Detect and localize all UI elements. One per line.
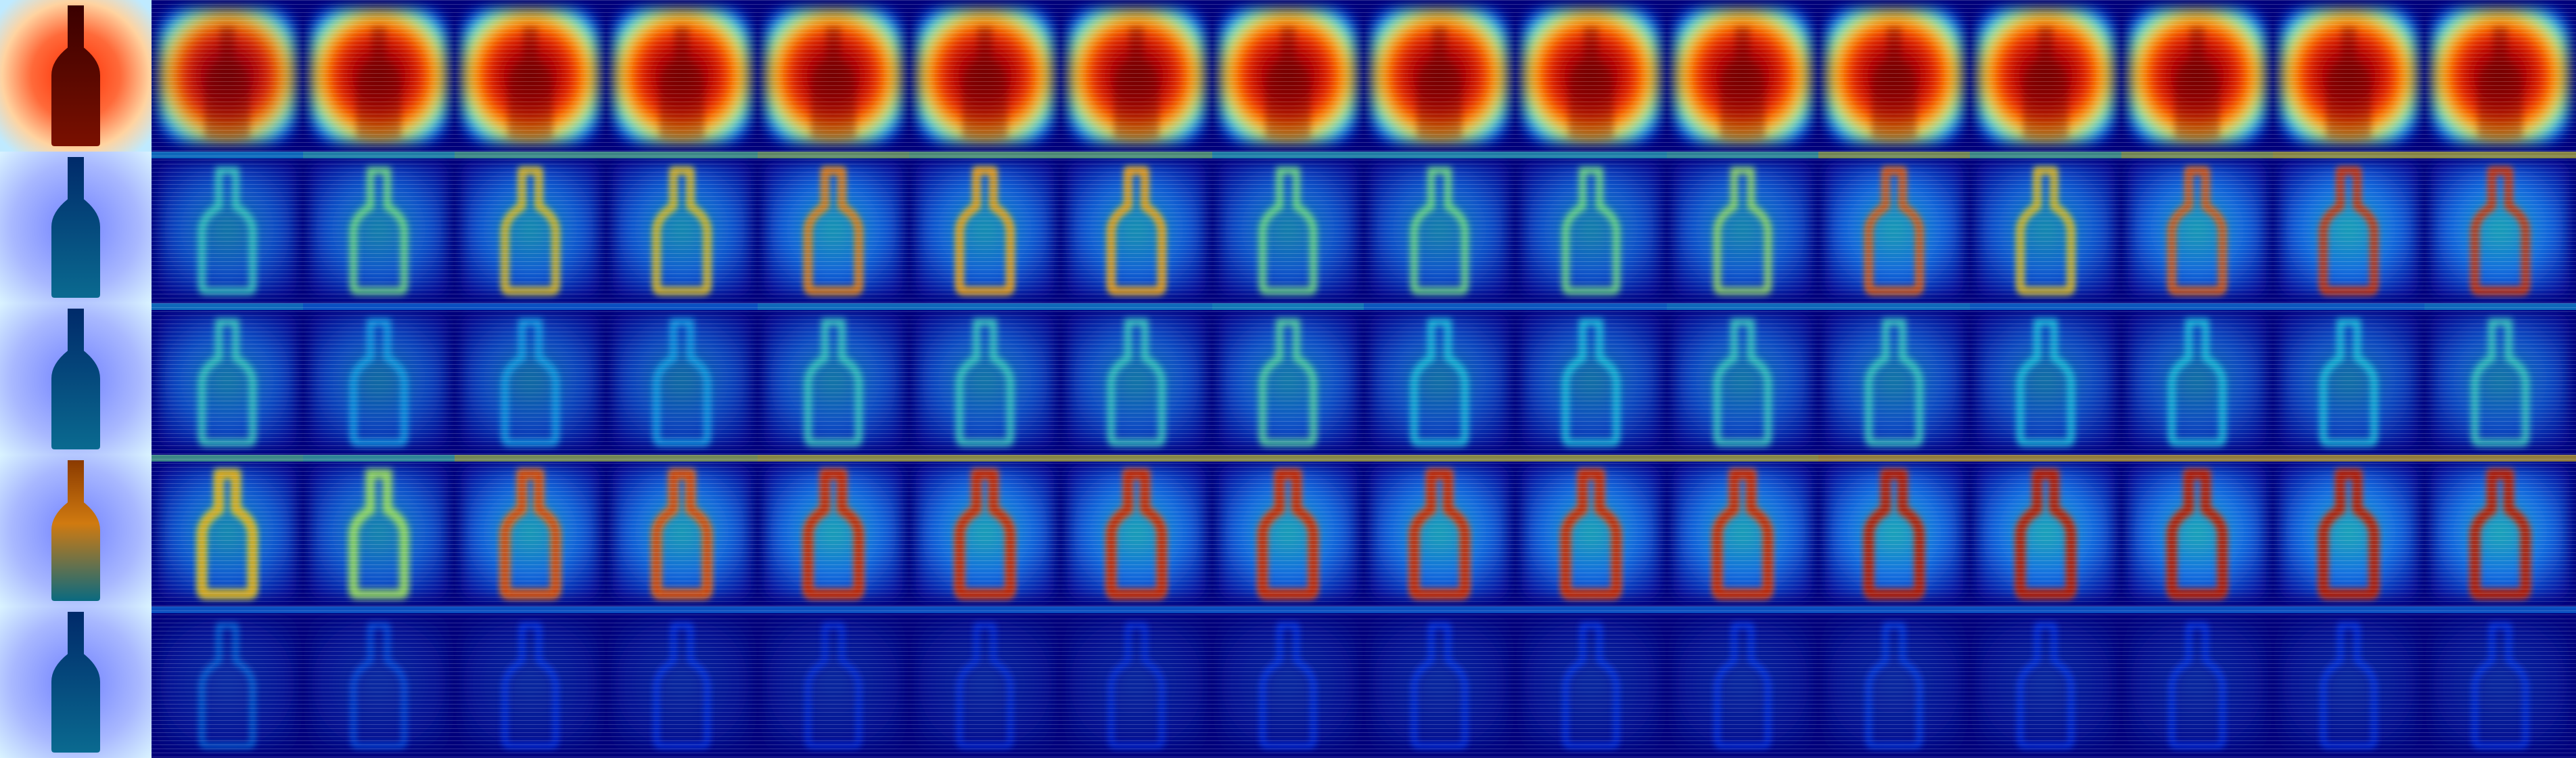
tile-r3-c14 xyxy=(1970,303,2121,455)
tile-r2-c4 xyxy=(455,152,606,303)
tile-r5-c9 xyxy=(1212,606,1364,758)
tile-r5-c13 xyxy=(1818,606,1970,758)
tile-r3-c5 xyxy=(606,303,758,455)
tile-r5-c1 xyxy=(0,606,152,758)
tile-r3-c7 xyxy=(909,303,1061,455)
tile-r4-c4 xyxy=(455,455,606,606)
tile-r3-c15 xyxy=(2121,303,2273,455)
tile-r1-c14 xyxy=(1970,0,2121,152)
tile-r3-c1 xyxy=(0,303,152,455)
tile-r1-c7 xyxy=(909,0,1061,152)
tile-r1-c6 xyxy=(758,0,909,152)
tile-r2-c1 xyxy=(0,152,152,303)
tile-r4-c17 xyxy=(2424,455,2576,606)
tile-r5-c6 xyxy=(758,606,909,758)
tile-r4-c16 xyxy=(2273,455,2424,606)
tile-r4-c9 xyxy=(1212,455,1364,606)
tile-r5-c15 xyxy=(2121,606,2273,758)
tile-r5-c8 xyxy=(1061,606,1212,758)
tile-r4-c10 xyxy=(1364,455,1515,606)
tile-r3-c9 xyxy=(1212,303,1364,455)
tile-r5-c4 xyxy=(455,606,606,758)
tile-r4-c3 xyxy=(303,455,455,606)
tile-r5-c14 xyxy=(1970,606,2121,758)
tile-r4-c2 xyxy=(152,455,303,606)
tile-r2-c5 xyxy=(606,152,758,303)
tile-r2-c9 xyxy=(1212,152,1364,303)
tile-r1-c16 xyxy=(2273,0,2424,152)
tile-r1-c3 xyxy=(303,0,455,152)
tile-r2-c17 xyxy=(2424,152,2576,303)
bottle-silhouette xyxy=(51,309,100,449)
tile-r1-c13 xyxy=(1818,0,1970,152)
tile-r1-c4 xyxy=(455,0,606,152)
tile-r2-c16 xyxy=(2273,152,2424,303)
tile-r5-c2 xyxy=(152,606,303,758)
tile-r5-c3 xyxy=(303,606,455,758)
tile-r2-c12 xyxy=(1667,152,1818,303)
tile-r2-c11 xyxy=(1515,152,1667,303)
bottle-silhouette xyxy=(51,460,100,601)
tile-r5-c5 xyxy=(606,606,758,758)
tile-r1-c2 xyxy=(152,0,303,152)
tile-r2-c6 xyxy=(758,152,909,303)
bottle-silhouette xyxy=(51,157,100,298)
tile-r1-c5 xyxy=(606,0,758,152)
tile-r3-c10 xyxy=(1364,303,1515,455)
tile-r2-c3 xyxy=(303,152,455,303)
tile-r4-c15 xyxy=(2121,455,2273,606)
tile-r4-c7 xyxy=(909,455,1061,606)
bottle-silhouette xyxy=(51,612,100,753)
tile-r5-c10 xyxy=(1364,606,1515,758)
tile-r1-c9 xyxy=(1212,0,1364,152)
tile-r3-c17 xyxy=(2424,303,2576,455)
tile-r2-c7 xyxy=(909,152,1061,303)
tile-r3-c2 xyxy=(152,303,303,455)
tile-r1-c1 xyxy=(0,0,152,152)
tile-r4-c13 xyxy=(1818,455,1970,606)
tile-r5-c11 xyxy=(1515,606,1667,758)
tile-r4-c6 xyxy=(758,455,909,606)
tile-r5-c7 xyxy=(909,606,1061,758)
tile-r1-c12 xyxy=(1667,0,1818,152)
tile-r4-c11 xyxy=(1515,455,1667,606)
tile-r3-c13 xyxy=(1818,303,1970,455)
tile-r5-c12 xyxy=(1667,606,1818,758)
bottle-silhouette xyxy=(51,5,100,146)
tile-r2-c14 xyxy=(1970,152,2121,303)
tile-r3-c11 xyxy=(1515,303,1667,455)
tile-r1-c8 xyxy=(1061,0,1212,152)
tile-r1-c17 xyxy=(2424,0,2576,152)
tile-r2-c10 xyxy=(1364,152,1515,303)
tile-r2-c15 xyxy=(2121,152,2273,303)
tile-r1-c11 xyxy=(1515,0,1667,152)
tile-r4-c1 xyxy=(0,455,152,606)
tile-r3-c16 xyxy=(2273,303,2424,455)
tile-r4-c14 xyxy=(1970,455,2121,606)
tile-r5-c17 xyxy=(2424,606,2576,758)
tile-r3-c4 xyxy=(455,303,606,455)
tile-r2-c8 xyxy=(1061,152,1212,303)
tile-r5-c16 xyxy=(2273,606,2424,758)
tile-r4-c5 xyxy=(606,455,758,606)
tile-r3-c8 xyxy=(1061,303,1212,455)
tile-r2-c13 xyxy=(1818,152,1970,303)
tile-r1-c10 xyxy=(1364,0,1515,152)
tile-r2-c2 xyxy=(152,152,303,303)
tile-r3-c6 xyxy=(758,303,909,455)
tile-r3-c3 xyxy=(303,303,455,455)
tile-r4-c8 xyxy=(1061,455,1212,606)
tile-r3-c12 xyxy=(1667,303,1818,455)
tile-r4-c12 xyxy=(1667,455,1818,606)
tile-r1-c15 xyxy=(2121,0,2273,152)
